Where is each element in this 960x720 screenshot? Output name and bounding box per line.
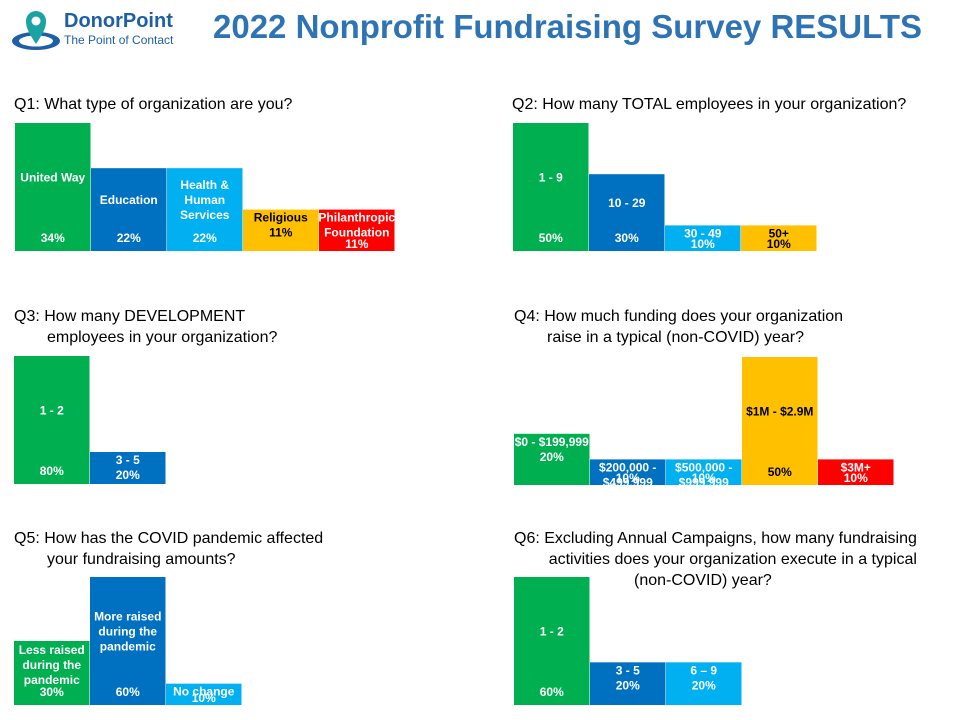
bar-q1-3	[243, 209, 319, 251]
question-q2: Q2: How many TOTAL employees in your org…	[512, 96, 907, 113]
bar-value-q2-0: 50%	[539, 231, 563, 245]
bar-label-q3-1: 3 - 5	[116, 453, 140, 467]
bar-value-q4-3: 50%	[768, 465, 792, 479]
bar-label-q5-1: More raised during the pandemic	[94, 610, 161, 654]
bar-label-q4-3: $1M - $2.9M	[746, 405, 813, 419]
bar-label-q2-1: 10 - 29	[608, 196, 646, 210]
donorpoint-logo	[12, 11, 60, 50]
bar-label-q6-0: 1 - 2	[540, 625, 564, 639]
bar-q2-1	[589, 174, 665, 251]
bar-label-q1-1: Education	[100, 193, 158, 207]
logo-name: DonorPoint	[64, 10, 173, 32]
bar-q5-0	[14, 641, 90, 705]
bar-label-q2-2: 30 - 49	[684, 226, 722, 240]
bar-value-q4-1: 10%	[616, 471, 640, 485]
bar-label-q5-2: No change	[173, 685, 235, 699]
bar-value-q5-1: 60%	[116, 685, 140, 699]
bar-q6-1	[590, 662, 666, 705]
bar-value-q1-4: 11%	[345, 237, 369, 251]
bar-q2-2	[665, 225, 741, 251]
bar-q4-4	[818, 459, 894, 485]
bar-label-q1-2: Health & Human Services	[180, 178, 230, 222]
question-q6: Q6: Excluding Annual Campaigns, how many…	[514, 530, 917, 589]
bar-label-q2-0: 1 - 9	[539, 171, 563, 185]
bar-value-q6-0: 60%	[540, 685, 564, 699]
bar-q4-1	[590, 459, 666, 485]
bar-q5-2	[166, 683, 242, 705]
bar-label-q3-0: 1 - 2	[40, 404, 64, 418]
bar-label-q1-0: United Way	[20, 171, 85, 185]
bar-label-q4-0: $0 - $199,999	[515, 435, 589, 449]
location-pin-icon	[26, 11, 46, 44]
question-q5: Q5: How has the COVID pandemic affected …	[14, 530, 324, 568]
bar-q3-0	[14, 356, 90, 484]
bar-value-q4-2: 10%	[692, 471, 716, 485]
bar-q4-0	[514, 433, 590, 485]
question-q3: Q3: How many DEVELOPMENT employees in yo…	[14, 308, 278, 346]
bar-q3-1	[90, 452, 166, 484]
bar-label-q2-3: 50+	[769, 226, 789, 240]
bar-q6-0	[514, 577, 590, 705]
bar-value-q4-0: 20%	[540, 450, 564, 464]
bar-q6-2	[666, 662, 742, 705]
bar-label-q6-1: 3 - 5	[616, 663, 640, 677]
question-q1: Q1: What type of organization are you?	[14, 96, 293, 113]
bar-value-q6-2: 20%	[692, 678, 716, 692]
bar-value-q2-3: 10%	[767, 237, 791, 251]
bar-q1-2	[167, 168, 243, 251]
bar-label-q6-2: 6 – 9	[690, 663, 717, 677]
bar-value-q2-1: 30%	[615, 231, 639, 245]
bar-q1-0	[15, 123, 91, 251]
page-title: 2022 Nonprofit Fundraising Survey RESULT…	[213, 8, 923, 45]
bar-label-q1-3: Religious	[254, 211, 308, 225]
bar-value-q2-2: 10%	[691, 237, 715, 251]
bar-value-q1-2: 22%	[193, 231, 217, 245]
question-q4: Q4: How much funding does your organizat…	[514, 308, 844, 346]
bar-q5-1	[90, 577, 166, 705]
bar-value-q3-1: 20%	[116, 468, 140, 482]
bar-label-q4-2: $500,000 -$999,999	[675, 460, 732, 489]
bar-q1-4	[319, 209, 395, 251]
bar-q2-0	[513, 123, 589, 251]
bar-q4-3	[742, 357, 818, 485]
bar-label-q1-4: Philanthropic Foundation	[318, 211, 395, 240]
bar-value-q6-1: 20%	[616, 678, 640, 692]
bar-value-q1-0: 34%	[41, 231, 65, 245]
logo-tagline: The Point of Contact	[64, 33, 174, 47]
bar-q4-2	[666, 459, 742, 485]
bar-label-q5-0: Less raised during the pandemic	[19, 643, 85, 687]
bar-value-q5-2: 10%	[192, 691, 216, 705]
bar-value-q3-0: 80%	[40, 464, 64, 478]
bar-value-q1-1: 22%	[117, 231, 141, 245]
bar-value-q4-4: 10%	[844, 471, 868, 485]
bar-q1-1	[91, 168, 167, 251]
bar-label-q4-1: $200,000 -$499,999	[599, 460, 656, 489]
bar-value-q5-0: 30%	[40, 685, 64, 699]
bar-label-q4-4: $3M+	[841, 460, 871, 474]
bar-q2-3	[741, 225, 817, 251]
bar-value-q1-3: 11%	[269, 226, 293, 240]
